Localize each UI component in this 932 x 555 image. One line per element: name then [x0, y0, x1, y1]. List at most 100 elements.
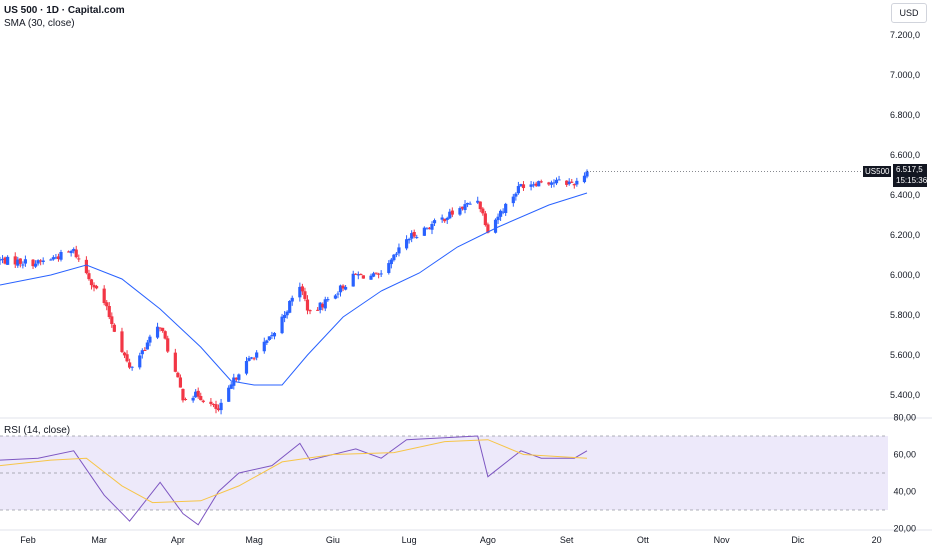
- candle-body: [404, 239, 409, 249]
- candle-body: [214, 404, 218, 409]
- candle-body: [191, 397, 195, 401]
- candle-body: [321, 303, 325, 308]
- candle-body: [181, 388, 185, 401]
- candle-body: [262, 341, 266, 352]
- candle-body: [303, 291, 307, 299]
- candle-body: [486, 224, 490, 233]
- candle-body: [575, 180, 579, 185]
- candle-body: [122, 352, 127, 356]
- rsi-axis-tick-label: 20,00: [893, 524, 916, 534]
- candle-body: [199, 396, 203, 401]
- candle-body: [547, 182, 551, 185]
- rsi-line[interactable]: [0, 435, 588, 526]
- candle-body: [412, 232, 416, 237]
- candle-body: [87, 273, 91, 280]
- candle-body: [219, 402, 223, 411]
- symbol-price-tag: US500: [863, 166, 892, 177]
- candle-body: [49, 259, 53, 261]
- candle-body: [237, 374, 241, 380]
- candle-body: [280, 316, 284, 334]
- candle-body: [183, 398, 188, 400]
- candle-body: [377, 273, 381, 275]
- time-axis-tick-label: Feb: [20, 535, 36, 545]
- symbol-title[interactable]: US 500 · 1D · Capital.com: [4, 5, 125, 16]
- candle-body: [209, 401, 213, 404]
- candle-body: [56, 256, 61, 260]
- price-axis-tick-label: 7.000,0: [890, 70, 920, 80]
- candle-body: [39, 260, 43, 262]
- candle-body: [326, 299, 330, 301]
- candle-body: [201, 400, 205, 402]
- candle-body: [445, 217, 449, 220]
- candle-body: [443, 218, 447, 222]
- candle-body: [333, 295, 338, 299]
- candle-body: [356, 274, 360, 276]
- candle-body: [308, 310, 312, 312]
- time-axis-tick-label: Lug: [402, 535, 417, 545]
- candle-body: [178, 377, 183, 388]
- candle-body: [288, 301, 292, 313]
- candle-body: [354, 273, 358, 275]
- candle-body: [290, 297, 294, 302]
- candle-body: [318, 302, 322, 311]
- candle-body: [448, 211, 452, 219]
- price-axis-tick-label: 6.600,0: [890, 150, 920, 160]
- candle-body: [69, 250, 73, 254]
- candle-body: [89, 279, 94, 286]
- candle-body: [138, 355, 142, 368]
- candle-body: [468, 203, 472, 205]
- candle-body: [3, 257, 7, 264]
- time-axis-tick-label: Nov: [714, 535, 731, 545]
- candle-body: [493, 219, 498, 233]
- last-price-tag: 6.517,5 15:15:36: [893, 164, 927, 187]
- rsi-axis-tick-label: 60,00: [893, 450, 916, 460]
- time-axis-tick-label: Dic: [791, 535, 804, 545]
- price-pane[interactable]: [0, 169, 888, 415]
- candle-body: [501, 211, 505, 213]
- time-axis-tick-label: Apr: [171, 535, 185, 545]
- currency-selector[interactable]: USD: [891, 3, 927, 23]
- rsi-indicator-label[interactable]: RSI (14, close): [4, 425, 71, 436]
- candle-body: [427, 227, 432, 229]
- candle-body: [112, 324, 116, 332]
- candle-body: [51, 257, 55, 260]
- candle-body: [379, 273, 383, 275]
- candle-body: [252, 358, 256, 360]
- rsi-axis-tick-label: 40,00: [893, 487, 916, 497]
- candle-body: [94, 286, 99, 289]
- candle-body: [483, 213, 487, 226]
- candle-body: [173, 352, 177, 372]
- candle-body: [298, 286, 302, 298]
- candle-body: [0, 259, 2, 261]
- candle-body: [504, 203, 508, 214]
- price-axis-tick-label: 6.400,0: [890, 190, 920, 200]
- rsi-ma-line: [0, 439, 588, 504]
- candle-body: [481, 208, 485, 214]
- candle-body: [323, 299, 327, 309]
- candle-body: [537, 181, 541, 187]
- candle-body: [567, 181, 571, 185]
- candle-body: [102, 288, 106, 304]
- candle-body: [539, 181, 543, 183]
- candle-body: [249, 357, 254, 359]
- candle-body: [211, 403, 216, 405]
- time-axis-tick-label: Set: [560, 535, 574, 545]
- candle-body: [397, 247, 401, 254]
- candle-body: [300, 286, 304, 292]
- sma-line[interactable]: [0, 192, 588, 386]
- candle-body: [570, 181, 574, 183]
- candle-body: [18, 258, 22, 264]
- time-axis-tick-label: Ott: [637, 535, 650, 545]
- candle-body: [255, 352, 259, 358]
- rsi-axis-tick-label: 80,00: [893, 413, 916, 423]
- candle-body: [572, 184, 576, 186]
- candle-body: [585, 171, 589, 177]
- price-axis-tick-label: 6.800,0: [890, 110, 920, 120]
- candle-body: [74, 249, 78, 258]
- candle-body: [67, 251, 71, 253]
- sma-indicator-label[interactable]: SMA (30, close): [4, 18, 75, 29]
- candle-body: [13, 256, 17, 265]
- candle-body: [92, 284, 96, 288]
